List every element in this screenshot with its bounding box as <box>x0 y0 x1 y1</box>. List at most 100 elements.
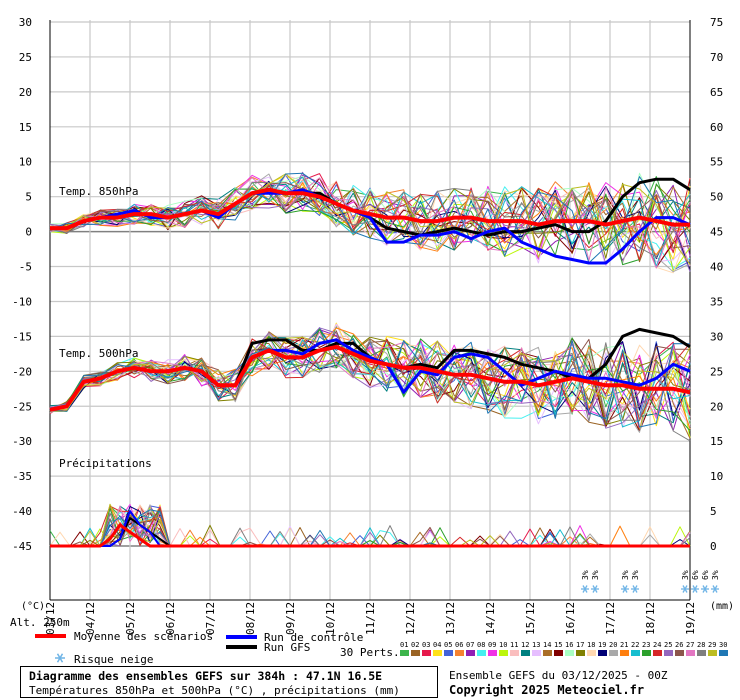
snowflake-icon <box>691 585 699 593</box>
pert-number: 23 <box>642 641 650 649</box>
left-tick-label: 30 <box>19 16 32 29</box>
right-tick-label: 60 <box>710 121 723 134</box>
pert-number: 17 <box>576 641 584 649</box>
x-tick-label: 14/12 <box>484 602 497 635</box>
pert-number: 07 <box>466 641 474 649</box>
panel-label-500: Temp. 500hPa <box>59 347 138 360</box>
snow-risk-text: 3% <box>591 570 600 580</box>
x-tick-group: 12/12 <box>404 602 417 635</box>
pert-swatch <box>631 650 640 656</box>
pert-number: 27 <box>686 641 694 649</box>
pert-line <box>49 336 691 428</box>
left-tick-label: 20 <box>19 86 32 99</box>
right-tick-label: 75 <box>710 16 723 29</box>
pert-number: 10 <box>499 641 507 649</box>
right-tick-label: 10 <box>710 470 723 483</box>
x-tick-group: 17/12 <box>604 602 617 635</box>
legend-snow-label: Risque neige <box>74 653 153 666</box>
pert-swatch <box>444 650 453 656</box>
pert-swatch <box>565 650 574 656</box>
snow-risk-value: 3% <box>581 570 590 580</box>
x-tick-label: 09/12 <box>284 602 297 635</box>
pert-number: 24 <box>653 641 661 649</box>
x-tick-group: 05/12 <box>124 602 137 635</box>
pert-number: 11 <box>510 641 518 649</box>
snowflake-icon <box>621 585 629 593</box>
pert-number: 01 <box>400 641 408 649</box>
pert-swatch <box>609 650 618 656</box>
snow-risk-text: 3% <box>711 570 720 580</box>
x-tick-label: 19/12 <box>684 602 697 635</box>
snow-risk-value: 3% <box>631 570 640 580</box>
mean-line <box>50 187 690 231</box>
chart-subtitle: Températures 850hPa et 500hPa (°C) , pré… <box>29 684 400 697</box>
pert-number: 04 <box>433 641 441 649</box>
left-tick-label: -10 <box>12 295 32 308</box>
pert-number: 14 <box>543 641 551 649</box>
x-tick-label: 12/12 <box>404 602 417 635</box>
pert-number: 29 <box>708 641 716 649</box>
x-tick-group: 13/12 <box>444 602 457 635</box>
pert-swatch <box>400 650 409 656</box>
pert-swatch <box>521 650 530 656</box>
left-tick-label: -15 <box>12 330 32 343</box>
title-box: Diagramme des ensembles GEFS sur 384h : … <box>20 666 438 698</box>
x-tick-label: 03/12 <box>44 602 57 635</box>
right-tick-label: 25 <box>710 365 723 378</box>
pert-swatch <box>532 650 541 656</box>
pert-number: 12 <box>521 641 529 649</box>
perts-label: 30 Perts. <box>340 646 400 659</box>
right-axis-unit: (mm) <box>710 601 734 612</box>
snowflake-icon <box>681 585 689 593</box>
x-tick-label: 15/12 <box>524 602 537 635</box>
x-tick-group: 10/12 <box>324 602 337 635</box>
legend-control-label: Run de contrôle <box>264 631 363 644</box>
main-series <box>49 177 691 548</box>
pert-number: 25 <box>664 641 672 649</box>
right-tick-label: 40 <box>710 261 723 274</box>
snow-risk-text: 6% <box>691 570 700 580</box>
x-tick-group: 07/12 <box>204 602 217 635</box>
pert-number: 16 <box>565 641 573 649</box>
left-tick-label: 25 <box>19 51 32 64</box>
left-tick-label: -25 <box>12 400 32 413</box>
x-tick-label: 16/12 <box>564 602 577 635</box>
legend-mean-label: Moyenne des scénarios <box>74 630 213 643</box>
pert-number: 22 <box>631 641 639 649</box>
pert-line <box>49 339 691 442</box>
pert-line <box>49 327 691 429</box>
snow-risk-value: 6% <box>691 570 700 580</box>
x-tick-group: 03/12 <box>44 602 57 635</box>
snowflake-icon <box>631 585 639 593</box>
right-tick-label: 0 <box>710 540 717 553</box>
pert-swatch <box>642 650 651 656</box>
pert-line <box>49 182 691 249</box>
x-tick-label: 17/12 <box>604 602 617 635</box>
x-tick-group: 16/12 <box>564 602 577 635</box>
x-tick-group: 08/12 <box>244 602 257 635</box>
right-tick-label: 70 <box>710 51 723 64</box>
pert-swatch <box>719 650 728 656</box>
snowflake-icon <box>701 585 709 593</box>
right-tick-label: 5 <box>710 505 717 518</box>
pert-number: 26 <box>675 641 683 649</box>
legend-gfs-label: Run GFS <box>264 641 310 654</box>
right-tick-label: 50 <box>710 191 723 204</box>
snowflake-icon <box>55 653 65 663</box>
pert-swatch <box>543 650 552 656</box>
altitude-label: Alt. 250m <box>10 616 70 629</box>
pert-swatch <box>488 650 497 656</box>
perts-legend: 01 02 03 04 05 06 07 08 09 10 11 12 13 14 15 16 17 18 19 20… <box>400 641 728 656</box>
pert-swatch <box>664 650 673 656</box>
right-tick-label: 65 <box>710 86 723 99</box>
pert-line <box>49 330 691 423</box>
pert-swatch <box>422 650 431 656</box>
pert-swatch <box>576 650 585 656</box>
x-tick-group: 06/12 <box>164 602 177 635</box>
left-tick-label: -20 <box>12 365 32 378</box>
x-tick-label: 05/12 <box>124 602 137 635</box>
x-tick-group: 15/12 <box>524 602 537 635</box>
snow-risk-value: 6% <box>701 570 710 580</box>
pert-number: 09 <box>488 641 496 649</box>
